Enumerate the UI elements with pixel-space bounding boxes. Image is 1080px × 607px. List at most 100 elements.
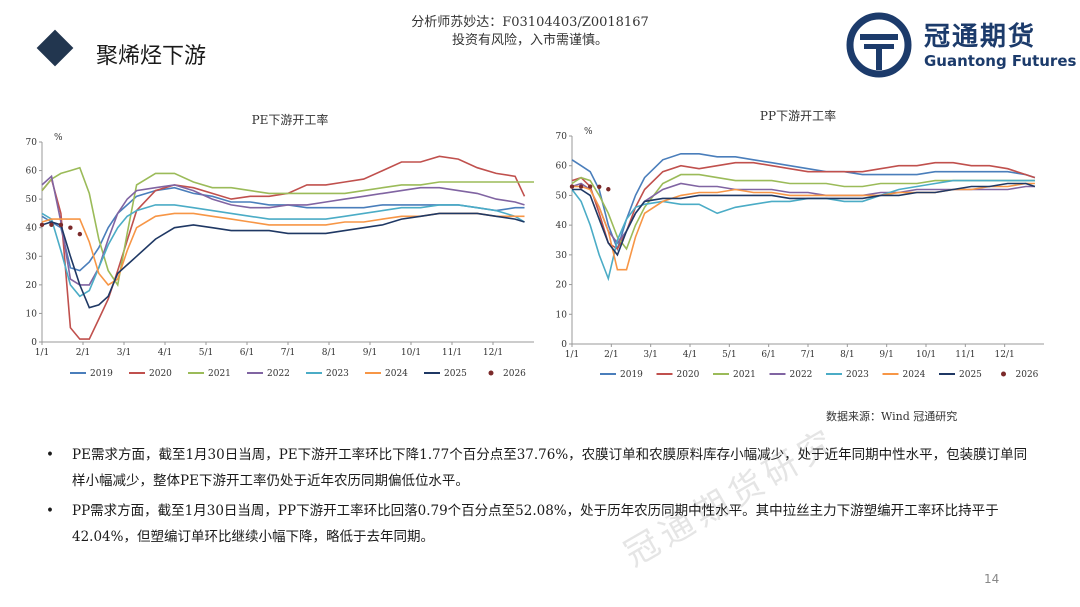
pp-series-2019-line [571,153,1036,252]
pe-x-tick-label: 11/1 [442,348,462,358]
pp-x-tick-label: 7/1 [801,350,815,360]
analyst-note: 分析师苏妙达：F03104403/Z0018167 投资有风险，入市需谨慎。 [360,14,700,50]
pe-y-tick-label: 0 [31,338,37,348]
pp-x-tick-label: 5/1 [722,350,736,360]
pp-x-tick-label: 10/1 [916,350,936,360]
pp-legend-2019-label: 2019 [620,370,643,380]
pe-legend-2026-marker [488,370,494,376]
pe-x-tick-label: 2/1 [76,348,90,358]
pe-y-tick-label: 50 [26,195,38,205]
pe-series-2026-point [39,222,45,228]
pe-series-2026-point [77,231,83,237]
pe-legend-2023-label: 2023 [326,369,349,379]
pp-y-tick-label: 60 [556,162,568,172]
pe-x-tick-label: 4/1 [158,348,172,358]
brand-name-en: Guantong Futures [924,52,1077,70]
pp-series-2023-line [571,179,1035,282]
brand-name-cn: 冠通期货 [924,22,1037,52]
pe-series-2019-line [41,186,525,272]
pp-legend-2020-label: 2020 [677,370,700,380]
section-diamond-icon [36,29,74,67]
pp-y-tick-label: 10 [556,310,568,320]
pp-chart-svg: PP下游开工率% 0 10 20 30 40 50 60 70 1/1 2/1 3/1 4/1 5/1 6/… [556,108,1044,380]
pp-legend-2025-label: 2025 [959,370,982,380]
pp-y-tick-label: 40 [556,221,568,231]
pp-y-tick-label: 20 [556,281,568,291]
pe-series-2026-point [68,225,73,230]
pe-chart-title: PE下游开工率 [252,112,329,127]
guantong-logo-icon [846,12,912,78]
pp-series-2026-point [569,184,575,189]
pp-y-tick-label: 50 [556,191,568,201]
pp-y-tick-label: 70 [556,132,568,142]
pp-y-tick-label: 30 [556,251,568,261]
analyst-line: 分析师苏妙达：F03104403/Z0018167 [411,15,649,30]
pe-series-2023-line [41,204,525,298]
pe-x-tick-label: 9/1 [363,348,377,358]
pp-y-unit-label: % [584,127,593,137]
pp-x-tick-label: 4/1 [683,350,697,360]
pp-x-tick-label: 9/1 [879,350,893,360]
pe-legend-2019-label: 2019 [90,369,113,379]
page-title: 聚烯烃下游 [96,44,207,69]
page-number: 14 [984,572,1000,586]
pe-y-unit-label: % [54,133,63,143]
pp-legend-2026-marker [1001,371,1006,377]
pe-legend-2022-label: 2022 [267,369,290,379]
pp-chart: PP下游开工率% 0 10 20 30 40 50 60 70 1/1 2/1 3/1 4/1 5/1 6/… [552,104,1062,390]
pe-y-tick-label: 20 [26,281,38,291]
pp-x-tick-label: 11/1 [955,350,975,360]
pp-x-tick-label: 8/1 [840,350,854,360]
pp-chart-title: PP下游开工率 [760,108,836,123]
pp-series-2026-point [587,184,593,189]
pe-series-2022-line [41,174,525,286]
pe-legend-2025-label: 2025 [444,369,467,379]
pp-series-2026-point [578,184,584,189]
pp-x-tick-label: 1/1 [565,350,579,360]
bullet-item-pp: • PP需求方面，截至1月30日当周，PP下游开工率环比回落0.79个百分点至5… [40,498,1040,550]
pe-series-2020-line [41,155,526,340]
pp-y-tick-label: 0 [561,340,567,350]
pp-series-2025-line [572,182,1036,257]
pp-legend-2023-label: 2023 [846,370,869,380]
pe-series-2026-point [49,222,54,228]
pe-x-tick-label: 10/1 [401,348,421,358]
pe-x-tick-label: 1/1 [35,348,49,358]
pp-series-2026-point [606,187,611,192]
pe-y-tick-label: 40 [26,224,38,234]
pe-x-tick-label: 5/1 [199,348,213,358]
pp-legend-2022-label: 2022 [790,370,813,380]
bullet-text-pe: PE需求方面，截至1月30日当周，PE下游开工率环比下降1.77个百分点至37.… [72,447,1028,489]
pe-legend-2026-label: 2026 [503,369,526,379]
pp-series-2026-point [597,184,602,190]
pp-x-tick-label: 12/1 [995,350,1015,360]
pe-x-tick-label: 7/1 [281,348,295,358]
pe-chart-svg: PE下游开工率% 0 10 20 30 40 50 60 70 1/1 2/1 3/1 4/1 5/1 6/… [26,112,534,379]
pp-x-tick-label: 2/1 [604,350,618,360]
source-note: 数据来源：Wind 冠通研究 [826,410,958,423]
bullet-item-pe: • PE需求方面，截至1月30日当周，PE下游开工率环比下降1.77个百分点至3… [40,442,1040,494]
pp-series-2020-line [571,161,1036,251]
bullet-text-pp: PP需求方面，截至1月30日当周，PP下游开工率环比回落0.79个百分点至52.… [72,503,999,545]
pe-chart: PE下游开工率% 0 10 20 30 40 50 60 70 1/1 2/1 3/1 4/1 5/1 6/… [22,108,552,390]
pe-y-tick-label: 10 [26,309,38,319]
pe-x-tick-label: 3/1 [117,348,131,358]
pp-legend-2024-label: 2024 [903,370,926,380]
pe-x-tick-label: 6/1 [240,348,254,358]
bullet-list: • PE需求方面，截至1月30日当周，PE下游开工率环比下降1.77个百分点至3… [40,442,1040,554]
bullet-dot-icon: • [46,447,54,463]
pe-y-tick-label: 70 [26,138,38,148]
pp-x-tick-label: 3/1 [643,350,657,360]
bullet-dot-icon: • [46,503,54,519]
pp-legend-2026-label: 2026 [1016,370,1039,380]
risk-line: 投资有风险，入市需谨慎。 [451,33,608,48]
pe-x-tick-label: 12/1 [483,348,503,358]
pe-y-tick-label: 30 [26,252,38,262]
pe-legend-2020-label: 2020 [149,369,172,379]
pp-x-tick-label: 6/1 [761,350,775,360]
pe-x-tick-label: 8/1 [322,348,336,358]
pp-legend-2021-label: 2021 [733,370,756,380]
pe-series-2025-line [41,212,525,309]
pe-legend-2024-label: 2024 [385,369,408,379]
pe-series-2026-point [58,222,64,228]
